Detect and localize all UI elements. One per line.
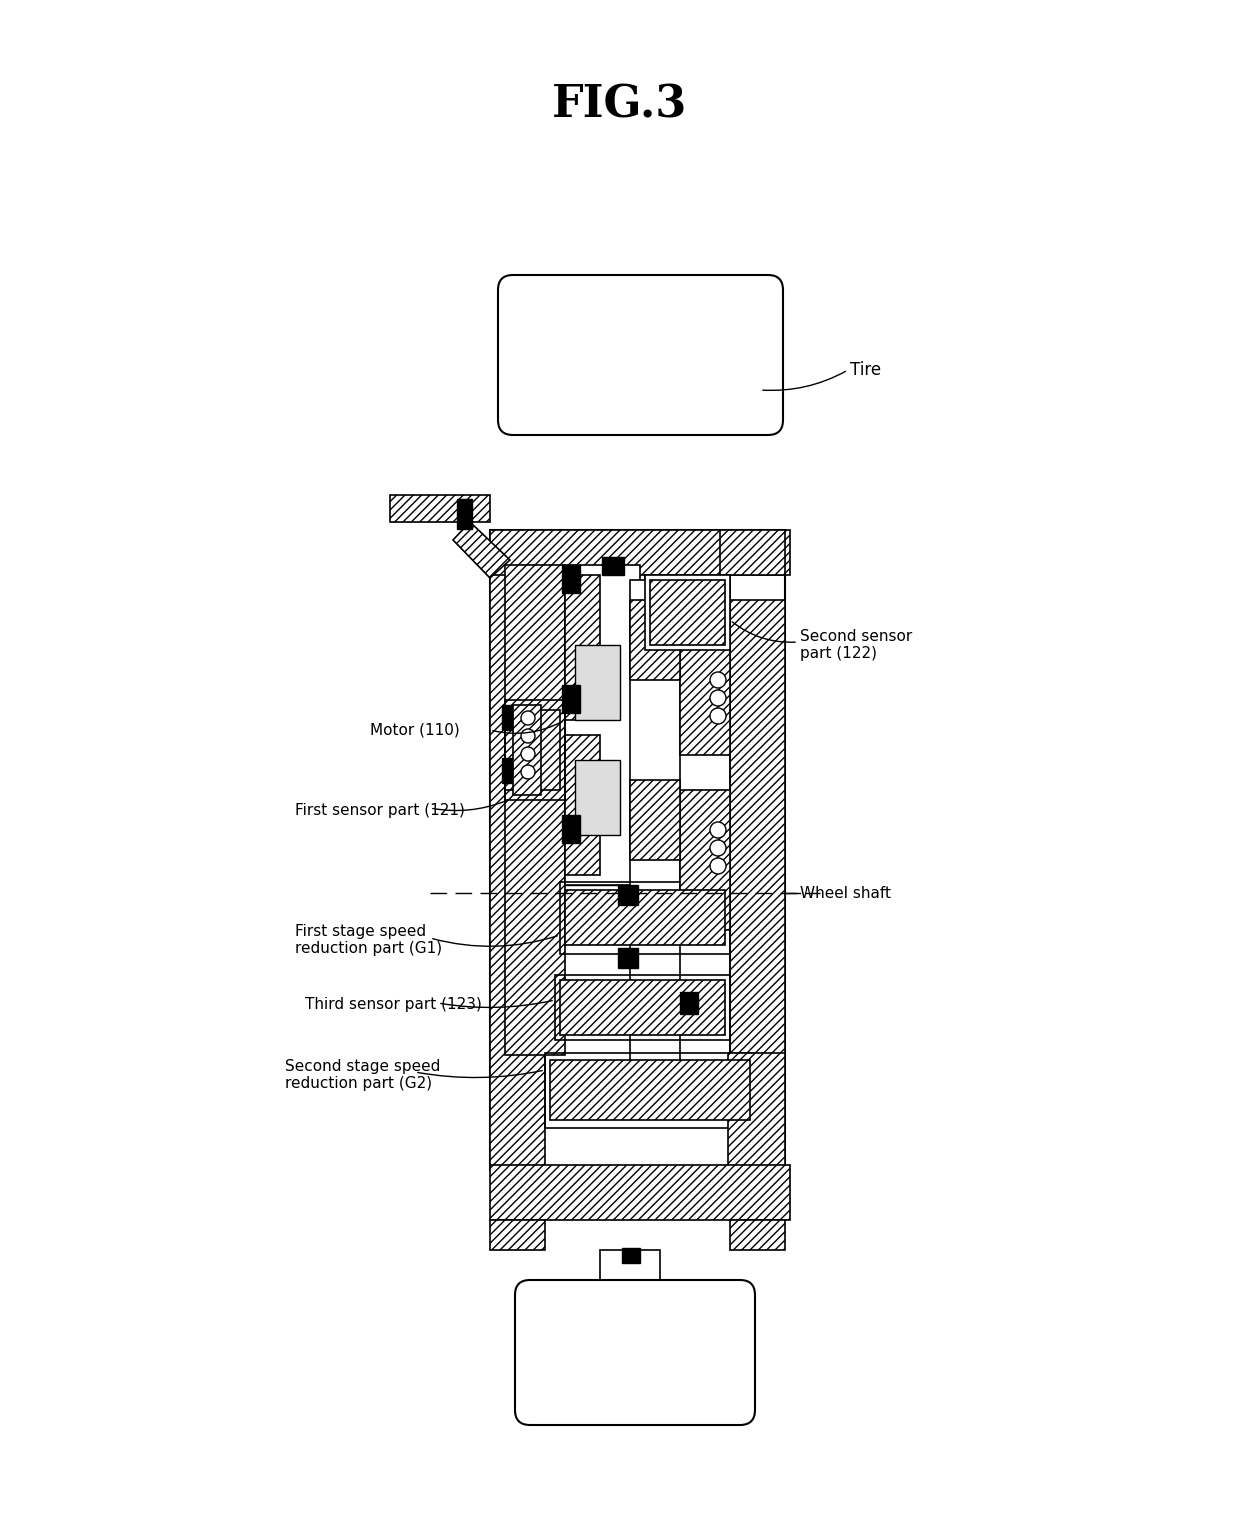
Circle shape — [711, 858, 725, 874]
Bar — [490, 1164, 790, 1220]
Bar — [505, 564, 565, 1055]
Bar — [490, 531, 785, 1170]
Bar — [645, 575, 730, 651]
Bar — [505, 711, 560, 791]
Bar — [650, 580, 725, 644]
Circle shape — [521, 729, 534, 743]
Circle shape — [521, 747, 534, 761]
Text: Tire: Tire — [849, 361, 882, 378]
Polygon shape — [453, 521, 510, 578]
Circle shape — [711, 821, 725, 838]
Text: FIG.3: FIG.3 — [552, 83, 688, 126]
Bar — [645, 575, 730, 1104]
Bar — [618, 884, 639, 904]
Bar — [490, 531, 790, 575]
Bar — [630, 600, 680, 680]
Bar — [720, 531, 785, 575]
Bar — [575, 760, 620, 835]
Text: Motor (110): Motor (110) — [370, 723, 460, 738]
FancyBboxPatch shape — [498, 275, 782, 435]
Circle shape — [521, 764, 534, 780]
Text: Wheel shaft: Wheel shaft — [800, 886, 892, 901]
Circle shape — [711, 707, 725, 724]
Circle shape — [711, 691, 725, 706]
Bar — [562, 684, 580, 714]
Bar — [630, 580, 680, 1100]
Bar — [513, 704, 541, 795]
Bar — [618, 947, 639, 967]
Circle shape — [521, 711, 534, 724]
Circle shape — [711, 840, 725, 857]
Text: Second stage speed
reduction part (G2): Second stage speed reduction part (G2) — [285, 1058, 440, 1090]
Bar — [551, 1060, 750, 1120]
Bar — [600, 1250, 660, 1295]
Bar — [680, 791, 730, 930]
Text: First sensor part (121): First sensor part (121) — [295, 803, 465, 818]
Bar — [680, 584, 730, 755]
Bar — [622, 1247, 640, 1263]
Bar — [502, 704, 512, 731]
Bar — [575, 644, 620, 720]
Bar — [490, 571, 546, 1170]
Bar — [565, 575, 600, 720]
Bar — [565, 564, 640, 884]
FancyBboxPatch shape — [515, 1280, 755, 1426]
Text: First stage speed
reduction part (G1): First stage speed reduction part (G1) — [295, 924, 443, 957]
Polygon shape — [391, 495, 490, 521]
Bar — [560, 881, 730, 954]
Bar — [730, 600, 785, 1155]
Bar — [546, 1054, 755, 1127]
Circle shape — [711, 672, 725, 687]
Bar — [565, 891, 725, 944]
Bar — [502, 758, 512, 783]
Bar — [680, 992, 698, 1014]
Bar — [505, 700, 565, 800]
Bar — [458, 498, 472, 529]
Bar — [556, 975, 730, 1040]
Bar — [730, 1220, 785, 1250]
Bar — [601, 557, 624, 575]
Bar — [630, 780, 680, 860]
Bar — [560, 980, 725, 1035]
Bar — [490, 1220, 546, 1250]
Bar — [562, 815, 580, 843]
Text: Third sensor part (123): Third sensor part (123) — [305, 998, 482, 1012]
Text: Second sensor
part (122): Second sensor part (122) — [800, 629, 913, 661]
Bar — [562, 564, 580, 594]
Bar — [728, 1054, 785, 1167]
Bar — [565, 735, 600, 875]
